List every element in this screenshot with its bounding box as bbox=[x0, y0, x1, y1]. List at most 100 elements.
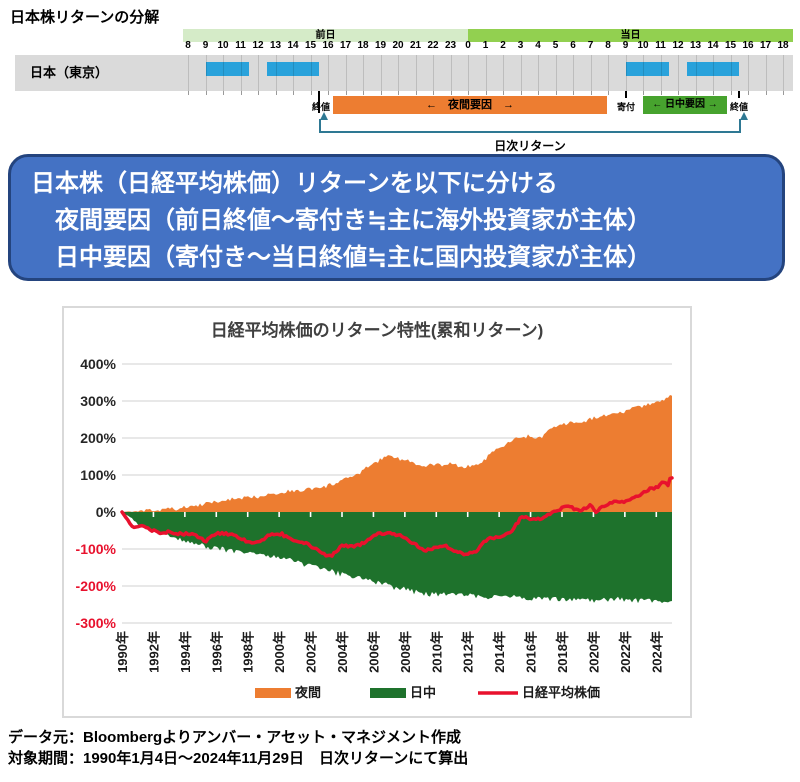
hour-gridline bbox=[223, 55, 224, 91]
hour-gridline bbox=[188, 55, 189, 91]
hour-tick bbox=[240, 91, 242, 95]
x-axis-tick-label: 2004年 bbox=[335, 631, 350, 673]
hour-gridline bbox=[485, 55, 487, 91]
y-axis-tick-label: 100% bbox=[80, 467, 116, 483]
hour-tick bbox=[678, 91, 679, 95]
hour-label: 18 bbox=[357, 40, 369, 51]
hour-label: 21 bbox=[409, 40, 422, 51]
hour-gridline bbox=[310, 55, 312, 91]
day-factor-bar: ← 日中要因 → bbox=[643, 96, 727, 114]
hour-gridline bbox=[433, 55, 434, 91]
hour-label: 23 bbox=[444, 40, 457, 51]
hour-tick bbox=[730, 91, 732, 95]
hour-label: 4 bbox=[535, 40, 541, 51]
hour-gridline bbox=[363, 55, 364, 91]
bracket-left-arrow-icon bbox=[320, 112, 328, 120]
hour-tick bbox=[433, 91, 434, 95]
hour-label: 14 bbox=[287, 40, 299, 51]
x-axis-tick-label: 2022年 bbox=[618, 631, 633, 673]
hour-gridline bbox=[398, 55, 399, 91]
hour-label: 17 bbox=[339, 40, 352, 51]
trading-session-bar bbox=[205, 62, 250, 76]
x-axis-tick-label: 1998年 bbox=[241, 631, 256, 673]
hour-label: 17 bbox=[759, 40, 772, 51]
cur-close-label: 終値 bbox=[730, 102, 749, 112]
price-marker-line bbox=[738, 91, 741, 98]
callout-line2: 夜間要因（前日終値～寄付き≒主に海外投資家が主体） bbox=[31, 207, 652, 234]
hour-label: 5 bbox=[552, 40, 559, 51]
y-axis-tick-label: 200% bbox=[80, 430, 116, 446]
hour-label: 12 bbox=[252, 40, 264, 51]
hour-label: 7 bbox=[587, 40, 594, 51]
hour-label: 13 bbox=[689, 40, 702, 51]
hour-gridline bbox=[573, 55, 574, 91]
hour-label: 20 bbox=[392, 40, 404, 51]
hour-gridline bbox=[520, 55, 522, 91]
hour-tick bbox=[590, 91, 592, 95]
hour-gridline bbox=[538, 55, 539, 91]
hour-label: 14 bbox=[707, 40, 719, 51]
bracket-left-stub bbox=[319, 119, 321, 132]
hour-label: 16 bbox=[742, 40, 754, 51]
hour-label: 2 bbox=[500, 40, 506, 51]
hour-tick bbox=[485, 91, 487, 95]
hour-tick bbox=[555, 91, 557, 95]
hour-label: 15 bbox=[724, 40, 737, 51]
hour-tick bbox=[258, 91, 259, 95]
x-axis-tick-label: 2012年 bbox=[461, 631, 476, 673]
hour-gridline bbox=[748, 55, 749, 91]
x-axis-tick-label: 2008年 bbox=[398, 631, 413, 673]
hour-tick bbox=[398, 91, 399, 95]
hour-tick bbox=[380, 91, 382, 95]
hour-tick bbox=[695, 91, 697, 95]
hour-gridline bbox=[730, 55, 732, 91]
hour-label: 10 bbox=[637, 40, 649, 51]
y-axis-tick-label: 300% bbox=[80, 393, 116, 409]
hour-label: 8 bbox=[185, 40, 191, 51]
x-axis-tick-label: 2024年 bbox=[649, 631, 664, 673]
hour-gridline bbox=[765, 55, 767, 91]
y-axis-tick-label: -100% bbox=[76, 541, 117, 557]
hour-gridline bbox=[783, 55, 784, 91]
x-axis-tick-label: 2000年 bbox=[272, 631, 287, 673]
x-axis-tick-label: 1990年 bbox=[115, 631, 130, 673]
hour-gridline bbox=[345, 55, 347, 91]
hour-gridline bbox=[275, 55, 277, 91]
hour-gridline bbox=[450, 55, 452, 91]
hour-gridline bbox=[678, 55, 679, 91]
hour-label: 6 bbox=[570, 40, 576, 51]
legend-swatch bbox=[255, 688, 291, 698]
x-axis-tick-label: 2010年 bbox=[429, 631, 444, 673]
x-axis-tick-label: 1994年 bbox=[178, 631, 193, 673]
hour-label: 9 bbox=[202, 40, 209, 51]
hour-gridline bbox=[328, 55, 329, 91]
x-axis-tick-label: 1996年 bbox=[209, 631, 224, 673]
y-axis-tick-label: 400% bbox=[80, 356, 116, 372]
y-axis-tick-label: 0% bbox=[96, 504, 117, 520]
hour-tick bbox=[608, 91, 609, 95]
hour-gridline bbox=[555, 55, 557, 91]
bracket-right-stub bbox=[739, 119, 741, 132]
hour-gridline bbox=[608, 55, 609, 91]
hour-tick bbox=[783, 91, 784, 95]
hour-gridline bbox=[258, 55, 259, 91]
hour-tick bbox=[223, 91, 224, 95]
hour-tick bbox=[538, 91, 539, 95]
legend-label: 夜間 bbox=[294, 685, 321, 700]
hour-tick bbox=[450, 91, 452, 95]
x-axis-tick-label: 2014年 bbox=[492, 631, 507, 673]
prev-close-label: 終値 bbox=[311, 102, 330, 112]
day-area-series bbox=[122, 512, 672, 604]
hour-label: 22 bbox=[427, 40, 439, 51]
footer-source: データ元：Bloombergよりアンバー・アセット・マネジメント作成 bbox=[8, 729, 461, 746]
hour-tick bbox=[468, 91, 469, 95]
hour-tick bbox=[293, 91, 294, 95]
hour-tick bbox=[765, 91, 767, 95]
hour-label: 11 bbox=[655, 40, 666, 51]
market-label: 日本（東京） bbox=[30, 65, 109, 80]
hour-gridline bbox=[503, 55, 504, 91]
legend-label: 日中 bbox=[410, 685, 436, 700]
hour-tick bbox=[520, 91, 522, 95]
y-axis-tick-label: -300% bbox=[76, 615, 117, 631]
